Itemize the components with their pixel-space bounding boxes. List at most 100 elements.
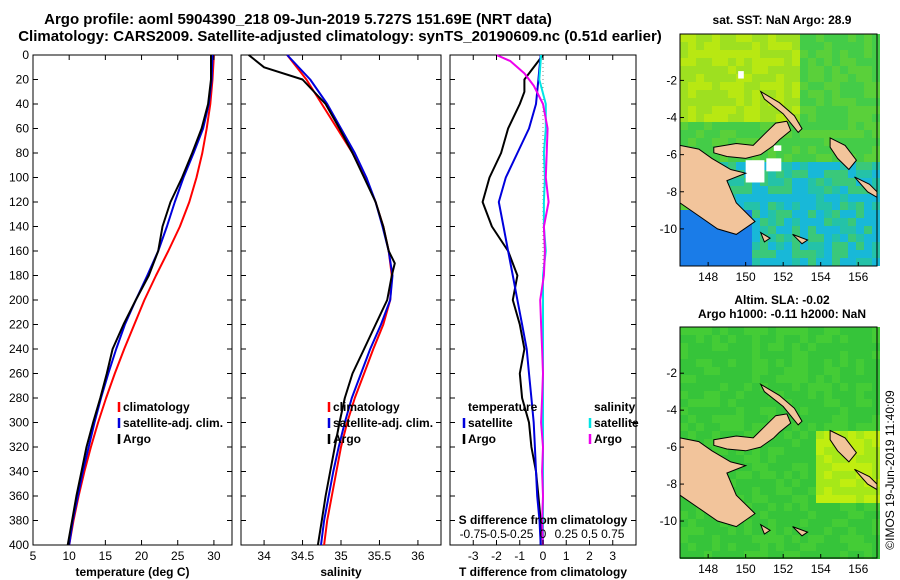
diff-s-tick-label: 0.5: [581, 527, 598, 541]
sst-map-cell: [760, 154, 768, 162]
sst-map-cell: [752, 154, 760, 162]
sla-map-cell: [696, 327, 704, 335]
sst-map-cell: [688, 210, 696, 218]
sst-map-cell: [744, 106, 752, 114]
sla-map-cell: [752, 511, 760, 519]
sla-map-cell: [752, 383, 760, 391]
sla-map-cell: [704, 415, 712, 423]
sla-map-cell: [800, 351, 808, 359]
sla-map-cell: [704, 439, 712, 447]
sst-map-cell: [752, 226, 760, 234]
sla-map-cell: [728, 407, 736, 415]
sla-map-cell: [792, 503, 800, 511]
sla-map-cell: [736, 367, 744, 375]
sst-map-cell: [872, 218, 880, 226]
sst-map-cell: [696, 226, 704, 234]
sal-panel-frame: [240, 54, 442, 546]
sst-map-cell: [800, 114, 808, 122]
sla-map-cell: [704, 335, 712, 343]
sst-map-cell: [848, 42, 856, 50]
sst-map-cell: [840, 106, 848, 114]
sst-map-cell: [696, 58, 704, 66]
sst-map-cell: [816, 122, 824, 130]
sst-map-cell: [816, 98, 824, 106]
sla-map-cell: [760, 447, 768, 455]
sst-map-cell: [792, 202, 800, 210]
sla-map-cell: [768, 463, 776, 471]
sst-map-cell: [704, 34, 712, 42]
sst-map-cell: [784, 98, 792, 106]
sla-map-land: [759, 383, 803, 426]
sst-map-cell: [712, 90, 720, 98]
diff-t-axis-xtick-label: -2: [491, 549, 502, 563]
sla-map-cell: [856, 423, 864, 431]
sst-map-cell: [800, 210, 808, 218]
sla-map-cell: [856, 367, 864, 375]
sla-map-cell: [736, 431, 744, 439]
sla-map-cell: [776, 367, 784, 375]
sst-map-cell: [736, 250, 744, 258]
sst-map-cell: [736, 106, 744, 114]
sst-map-cell: [840, 58, 848, 66]
sst-map-cell: [824, 42, 832, 50]
sst-map-cell: [872, 114, 880, 122]
sst-map-cell: [872, 146, 880, 154]
sla-map-cell: [760, 495, 768, 503]
sla-map-cell: [816, 535, 824, 543]
sst-map-cell: [696, 250, 704, 258]
sla-map-cell: [712, 351, 720, 359]
sla-map-cell: [728, 551, 736, 559]
sla-map-cell: [736, 399, 744, 407]
sst-map-ytick-label: -2: [666, 73, 677, 87]
sst-map-cell: [696, 258, 704, 266]
sst-map-cell: [704, 50, 712, 58]
sst-map-cell: [872, 90, 880, 98]
sla-map-cell: [816, 439, 824, 447]
sla-map-cell: [736, 335, 744, 343]
sla-map-cell: [856, 447, 864, 455]
sla-map-cell: [848, 519, 856, 527]
sst-map-cell: [776, 218, 784, 226]
sla-map-cell: [736, 543, 744, 551]
sla-map-cell: [680, 511, 688, 519]
sla-map-cell: [760, 375, 768, 383]
sla-map-cell: [840, 511, 848, 519]
sst-map-cell: [824, 210, 832, 218]
sla-map-cell: [824, 487, 832, 495]
sal-legend-argo-label: Argo: [333, 432, 361, 446]
sst-map-cell: [760, 34, 768, 42]
sla-map-cell: [744, 447, 752, 455]
sst-map-no-data: [738, 71, 744, 79]
sla-map-cell: [760, 511, 768, 519]
sst-map-cell: [848, 58, 856, 66]
sla-map-cell: [768, 335, 776, 343]
sla-map-cell: [776, 327, 784, 335]
sla-map-cell: [768, 359, 776, 367]
sla-map-ytick-label: -4: [666, 403, 677, 417]
sla-map-cell: [752, 391, 760, 399]
sst-map-cell: [872, 98, 880, 106]
sst-map-cell: [824, 50, 832, 58]
sla-map-cell: [760, 407, 768, 415]
sst-map-cell: [816, 74, 824, 82]
sla-map-cell: [760, 455, 768, 463]
sst-map-cell: [728, 186, 736, 194]
sla-map-cell: [832, 455, 840, 463]
sst-map-cell: [824, 258, 832, 266]
sst-map-xtick-label: 154: [811, 270, 831, 284]
sla-map-cell: [824, 335, 832, 343]
sla-map-cell: [808, 495, 816, 503]
imos-credit: ©IMOS 19-Jun-2019 11:40:09: [883, 390, 897, 550]
sla-map-cell: [832, 375, 840, 383]
diff-s-tick-label: -0.25: [506, 527, 534, 541]
sst-map-cell: [720, 34, 728, 42]
sla-map-cell: [872, 351, 880, 359]
sla-map-cell: [792, 527, 800, 535]
sla-map-cell: [800, 551, 808, 559]
sst-map-cell: [872, 82, 880, 90]
sla-map-cell: [792, 335, 800, 343]
sla-map-cell: [840, 327, 848, 335]
sla-map-cell: [824, 551, 832, 559]
diff-legend-s-satellite-label: satellite: [594, 416, 639, 430]
sst-map-cell: [864, 242, 872, 250]
